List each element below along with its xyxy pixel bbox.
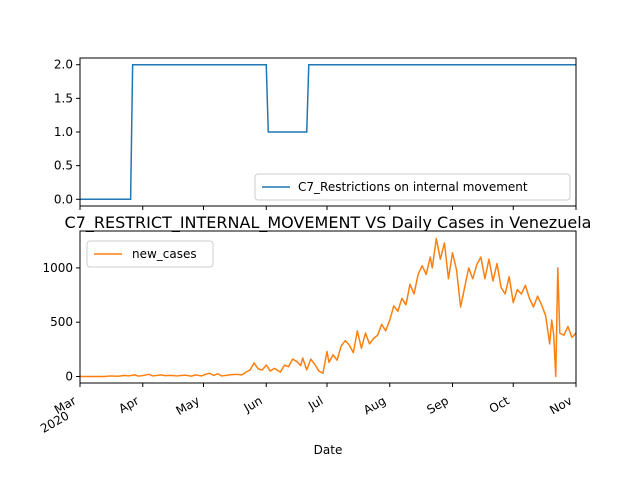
x-axis-label: Date xyxy=(314,443,343,457)
top-y-tick-label: 1.5 xyxy=(54,91,73,105)
chart-title: C7_RESTRICT_INTERNAL_MOVEMENT VS Daily C… xyxy=(65,213,592,233)
bottom-legend-box xyxy=(86,240,214,268)
bottom-subplot: C7_RESTRICT_INTERNAL_MOVEMENT VS Daily C… xyxy=(38,213,591,457)
bottom-x-tick-label: May xyxy=(174,393,202,418)
bottom-legend-label: new_cases xyxy=(132,247,197,261)
bottom-x-tick-label: Jun xyxy=(241,393,265,415)
bottom-x-tick-label: Apr xyxy=(116,393,141,416)
bottom-x-tick-label: Sep xyxy=(424,393,451,416)
top-series-lines xyxy=(80,63,576,201)
top-y-tick-label: 2.0 xyxy=(54,58,73,72)
bottom-y-tick-label: 500 xyxy=(50,315,73,329)
bottom-y-ticks: 0 500 1000 xyxy=(42,261,80,383)
top-series-line-0 xyxy=(80,63,576,201)
top-legend-label: C7_Restrictions on internal movement xyxy=(298,180,528,194)
bottom-x-tick-label: Nov xyxy=(547,393,574,417)
bottom-x-tick-label: Aug xyxy=(361,393,388,417)
bottom-x-tick-label: Jul xyxy=(305,393,325,413)
top-y-tick-label: 0.0 xyxy=(54,192,73,206)
top-y-tick-label: 0.5 xyxy=(54,159,73,173)
bottom-legend: new_cases xyxy=(86,240,214,268)
bottom-y-tick-label: 1000 xyxy=(42,261,73,275)
top-legend: C7_Restrictions on internal movement xyxy=(254,173,571,201)
top-y-ticks: 0.0 0.5 1.0 1.5 2.0 xyxy=(54,58,577,210)
bottom-x-tick-sublabel: 2020 xyxy=(38,408,71,435)
bottom-x-tick-label: Oct xyxy=(487,393,512,416)
top-y-tick-label: 1.0 xyxy=(54,125,73,139)
bottom-series-lines xyxy=(80,237,577,378)
top-legend-box xyxy=(254,173,571,201)
bottom-y-tick-label: 0 xyxy=(65,369,73,383)
bottom-axes-frame xyxy=(79,230,577,384)
bottom-series-line-0 xyxy=(80,237,577,378)
top-subplot: 0.0 0.5 1.0 1.5 2.0 C7_Restrictions on inter… xyxy=(54,57,577,210)
